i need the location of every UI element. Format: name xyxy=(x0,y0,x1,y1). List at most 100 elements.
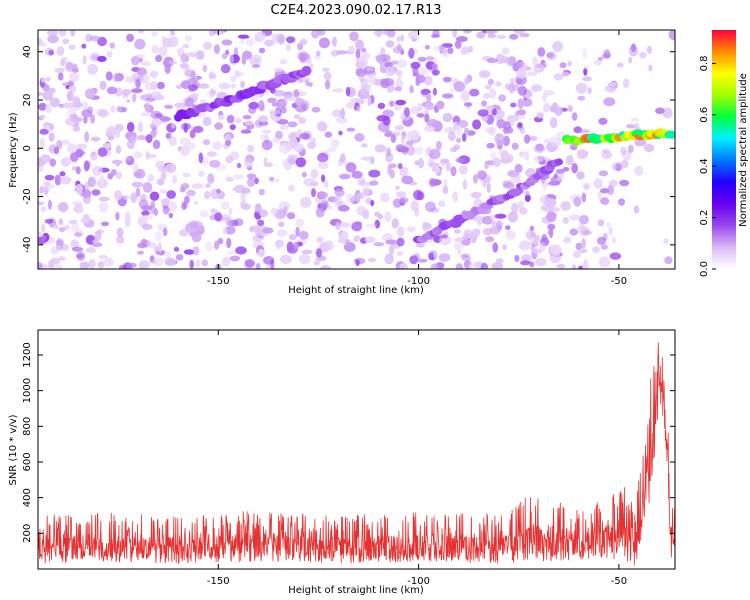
spectrogram-speckle xyxy=(258,188,265,196)
colorbar-gradient xyxy=(712,30,736,269)
spectrogram-speckle xyxy=(87,64,98,75)
spectrogram-speckle xyxy=(559,62,567,69)
spectrogram-speckle xyxy=(639,51,647,59)
spectrogram-speckle xyxy=(61,139,70,146)
spectrogram-speckle xyxy=(616,62,624,68)
spectrogram-speckle xyxy=(81,109,93,118)
spectrogram-speckle xyxy=(573,250,581,258)
spectrogram-speckle xyxy=(168,212,173,219)
spectrogram-speckle xyxy=(438,200,446,208)
spectrogram-speckle xyxy=(382,30,393,36)
spectrogram-speckle xyxy=(374,144,386,153)
spectrogram-speckle xyxy=(168,36,179,48)
snr-xtick-label: -50 xyxy=(611,576,627,587)
spectrogram-speckle xyxy=(137,30,145,34)
spectrogram-speckle xyxy=(122,195,130,200)
spectrogram-speckle xyxy=(648,64,653,72)
spectrogram-speckle xyxy=(62,102,75,109)
spectrogram-speckle xyxy=(513,30,525,34)
spectrogram-speckle xyxy=(88,259,96,269)
spectrogram-speckle xyxy=(246,177,255,187)
spectrogram-speckle xyxy=(299,132,311,140)
spectrogram-speckle xyxy=(176,84,182,90)
spectrogram-speckle xyxy=(618,198,625,206)
spectrogram-speckle xyxy=(87,176,96,188)
spectrogram-speckle xyxy=(207,173,215,185)
spectrogram-speckle xyxy=(297,51,310,61)
spectrogram-speckle xyxy=(160,171,167,180)
spectrogram-speckle xyxy=(279,124,289,131)
spectrogram-speckle xyxy=(445,161,451,172)
spectrogram-speckle xyxy=(323,179,329,189)
spectrogram-speckle xyxy=(488,88,497,99)
spectrogram-speckle xyxy=(441,43,453,48)
spectrogram-speckle xyxy=(532,56,538,66)
spectrogram-speckle xyxy=(339,153,346,164)
spectrogram-speckle xyxy=(214,122,224,130)
spectrogram-speckle xyxy=(233,174,245,180)
spectrogram-speckle xyxy=(48,49,54,56)
spectrogram-speckle xyxy=(634,165,644,176)
spectrogram-speckle xyxy=(195,259,201,268)
snr-ytick-label: 200 xyxy=(22,524,33,543)
spectrogram-speckle xyxy=(39,128,49,135)
spectrogram-speckle xyxy=(519,33,530,38)
spectrogram-speckle xyxy=(535,143,544,152)
spectrogram-speckle xyxy=(414,160,420,166)
spectrogram-speckle xyxy=(38,262,43,269)
spectrogram-speckle xyxy=(44,174,55,181)
spectrogram-ytick-label: -40 xyxy=(22,237,33,253)
spectrogram-speckle xyxy=(116,227,124,238)
spectrogram-speckle xyxy=(322,67,330,72)
spectrogram-speckle xyxy=(144,102,151,113)
spectrogram-speckle xyxy=(258,120,269,126)
spectrogram-speckle xyxy=(218,82,231,90)
spectrogram-speckle xyxy=(492,157,501,168)
spectrogram-speckle xyxy=(226,250,239,255)
spectrogram-speckle xyxy=(247,144,255,153)
spectrogram-speckle xyxy=(257,219,265,227)
spectrogram-speckle xyxy=(438,253,451,262)
spectrogram-speckle xyxy=(221,53,228,60)
spectrogram-speckle xyxy=(164,257,176,266)
spectrogram-speckle xyxy=(389,169,395,179)
spectrogram-speckle xyxy=(252,234,264,242)
spectrogram-speckle xyxy=(424,44,430,50)
spectrogram-speckle xyxy=(48,132,55,142)
spectrogram-feature-blob xyxy=(301,65,312,76)
spectrogram-speckle xyxy=(364,236,376,244)
spectrogram-speckle xyxy=(453,81,466,92)
spectrogram-speckle xyxy=(358,73,365,82)
spectrogram-speckle xyxy=(543,138,550,144)
spectrogram-speckle xyxy=(76,253,84,259)
spectrogram-speckle xyxy=(518,240,531,251)
spectrogram-speckle xyxy=(40,206,47,212)
spectrogram-speckle xyxy=(58,218,63,226)
spectrogram-speckle xyxy=(277,35,285,45)
spectrogram-speckle xyxy=(425,102,432,110)
spectrogram-speckle xyxy=(316,121,328,132)
spectrogram-speckle xyxy=(391,218,399,229)
spectrogram-speckle xyxy=(205,241,213,252)
spectrogram-speckle xyxy=(311,188,316,198)
spectrogram-speckle xyxy=(114,72,124,82)
spectrogram-speckle xyxy=(417,258,428,263)
spectrogram-speckle xyxy=(244,259,255,268)
spectrogram-speckle xyxy=(245,37,255,47)
spectrogram-speckle xyxy=(522,98,533,107)
spectrogram-speckle xyxy=(423,75,433,86)
spectrogram-speckle xyxy=(455,157,465,163)
spectrogram-speckle xyxy=(332,109,342,118)
spectrogram-speckle xyxy=(502,244,507,251)
spectrogram-speckle xyxy=(294,97,305,106)
spectrogram-speckle xyxy=(630,117,640,122)
spectrogram-speckle xyxy=(388,163,397,169)
spectrogram-speckle xyxy=(157,242,162,253)
spectrogram-ytick-label: 40 xyxy=(22,45,33,58)
spectrogram-speckle xyxy=(507,211,518,223)
spectrogram-speckle xyxy=(181,201,187,210)
spectrogram-speckle xyxy=(191,232,202,243)
spectrogram-speckle xyxy=(214,240,220,250)
spectrogram-speckle xyxy=(516,69,527,79)
spectrogram-speckle xyxy=(273,89,286,97)
